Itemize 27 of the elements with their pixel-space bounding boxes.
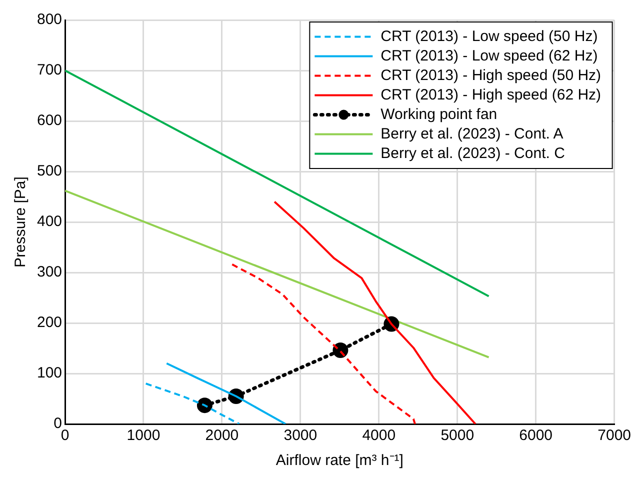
y-tick-label: 300	[36, 264, 62, 281]
x-tick-label: 6000	[519, 427, 553, 444]
x-tick-label: 5000	[440, 427, 474, 444]
x-tick-label: 4000	[362, 427, 396, 444]
legend-label: CRT (2013) - High speed (50 Hz)	[380, 66, 602, 84]
y-tick-label: 600	[36, 112, 62, 130]
legend-label: Berry et al. (2023) - Cont. C	[380, 144, 566, 162]
legend-label: Working point fan	[380, 106, 498, 123]
x-axis-title: Airflow rate [m³ h⁻¹]	[276, 452, 404, 470]
line-series	[231, 263, 416, 424]
legend-label: CRT (2013) - Low speed (62 Hz)	[380, 47, 598, 64]
y-axis-title: Pressure [Pa]	[12, 176, 30, 268]
x-tick-label: 3000	[284, 427, 318, 444]
y-tick-label: 500	[36, 162, 62, 180]
y-tick-label: 200	[36, 314, 62, 332]
legend-label: Berry et al. (2023) - Cont. A	[380, 125, 564, 142]
y-tick-label: 800	[36, 11, 62, 28]
y-tick-label: 100	[36, 364, 62, 382]
x-tick-label: 2000	[205, 427, 239, 444]
legend-label: CRT (2013) - Low speed (50 Hz)	[380, 28, 598, 45]
y-tick-label: 0	[54, 415, 62, 432]
legend-label: CRT (2013) - High speed (62 Hz)	[380, 86, 602, 104]
line-series	[144, 382, 240, 424]
x-tick-label: 1000	[126, 427, 160, 444]
y-tick-label: 700	[36, 62, 62, 79]
y-tick-label: 400	[36, 213, 62, 230]
x-tick-label: 7000	[598, 427, 632, 444]
